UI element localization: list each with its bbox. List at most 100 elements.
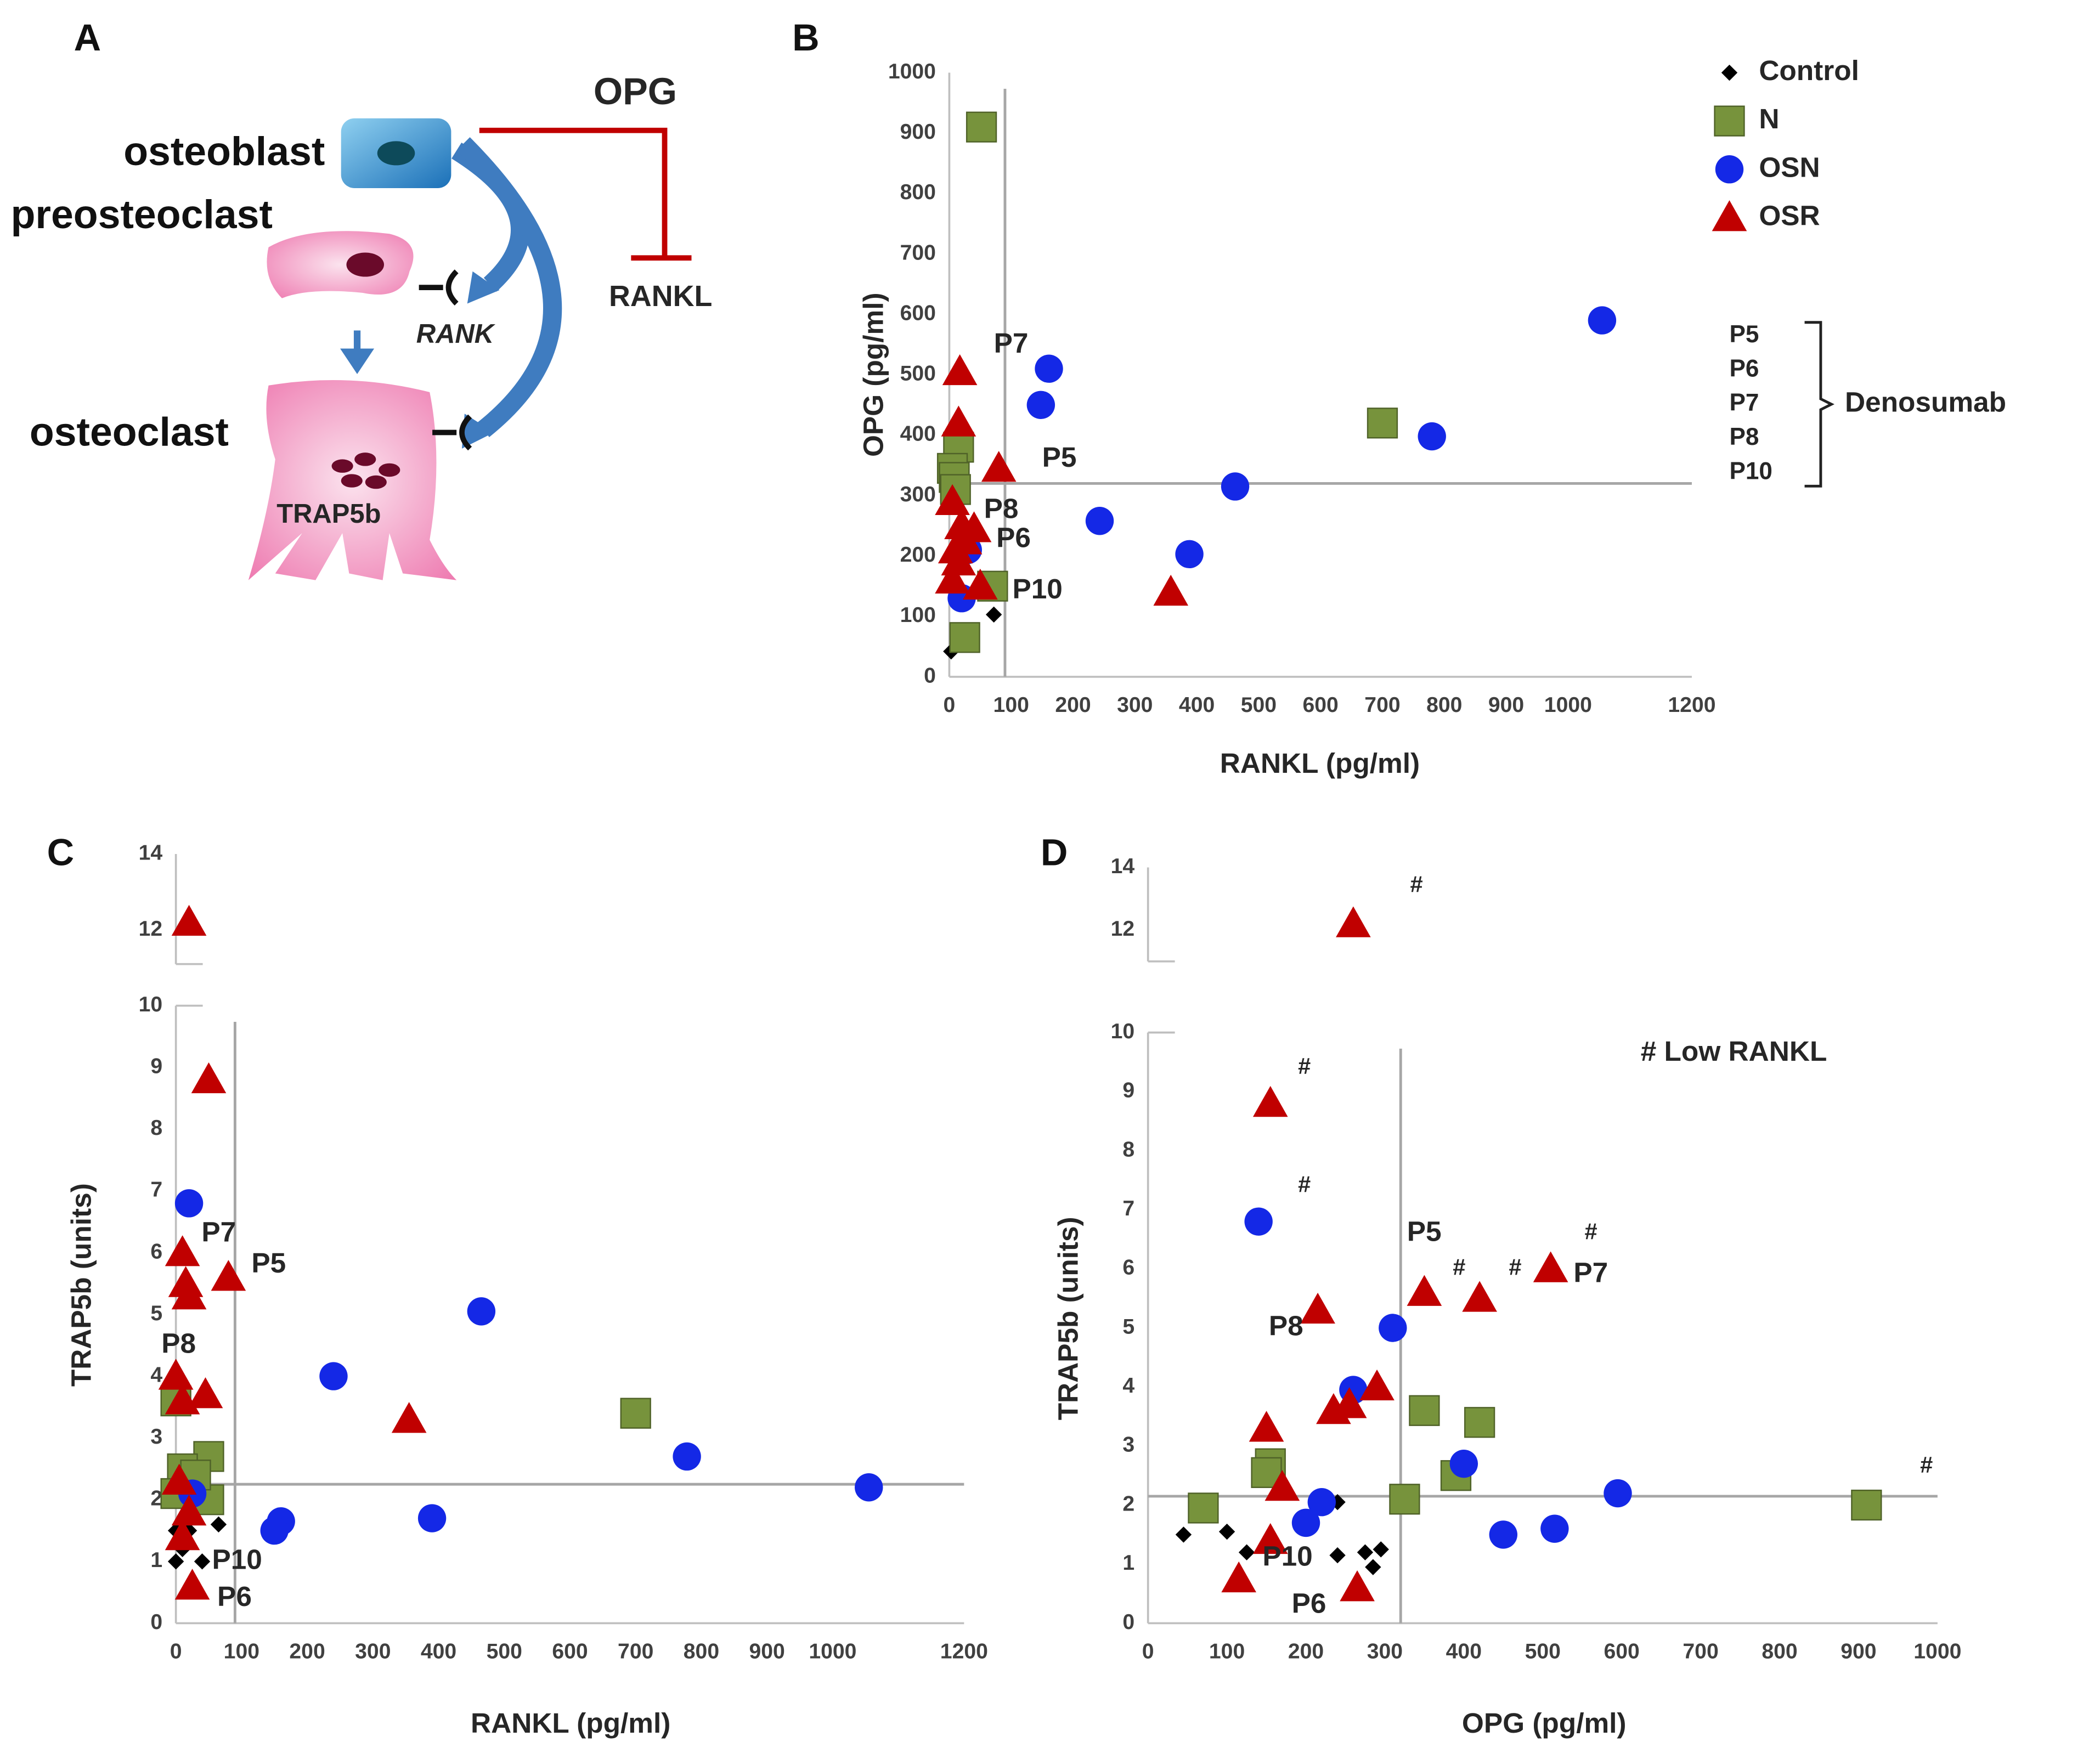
granules xyxy=(331,453,400,489)
point xyxy=(1175,1526,1192,1543)
point xyxy=(1407,1275,1442,1306)
annotation: P5 xyxy=(1407,1215,1442,1247)
y-tick-label: 800 xyxy=(900,180,936,204)
point xyxy=(941,405,976,437)
bracket-label: Denosumab xyxy=(1845,386,2006,418)
point xyxy=(1365,1559,1381,1575)
point xyxy=(1188,1492,1219,1524)
x-tick-label: 100 xyxy=(993,693,1029,717)
y-tick-label: 9 xyxy=(150,1055,162,1078)
point xyxy=(167,1553,184,1570)
point xyxy=(935,562,970,594)
point xyxy=(1218,1523,1235,1540)
point xyxy=(1418,422,1446,451)
y-axis-title: OPG (pg/ml) xyxy=(857,292,889,457)
point xyxy=(1221,1561,1256,1593)
point xyxy=(1389,1484,1420,1515)
rankl-label: RANKL xyxy=(609,280,712,313)
arrow xyxy=(340,330,375,375)
x-axis-title: RANKL (pg/ml) xyxy=(1220,747,1420,779)
x-tick-label: 600 xyxy=(552,1640,588,1664)
x-tick-label: 300 xyxy=(1367,1640,1403,1664)
annotation: P6 xyxy=(996,521,1031,553)
x-tick-label: 500 xyxy=(487,1640,522,1664)
annotation: # xyxy=(1298,1053,1311,1079)
opg-label: OPG xyxy=(594,70,677,112)
point xyxy=(1449,1449,1478,1478)
annotation: P7 xyxy=(201,1216,236,1248)
y-tick-label: 6 xyxy=(1122,1256,1134,1280)
rank-receptor xyxy=(419,269,459,306)
point xyxy=(391,1402,427,1433)
x-tick-label: 1000 xyxy=(809,1640,856,1664)
x-tick-label: 1000 xyxy=(1913,1640,1961,1664)
y-tick-label: 5 xyxy=(1122,1315,1134,1338)
x-axis-title: RANKL (pg/ml) xyxy=(471,1707,670,1739)
y-tick-label: 700 xyxy=(900,241,936,264)
y-tick-label: 500 xyxy=(900,362,936,386)
y-tick-label: 0 xyxy=(924,664,936,687)
x-tick-label: 600 xyxy=(1303,693,1339,717)
annotation: # xyxy=(1298,1172,1311,1197)
y-tick-label: 2 xyxy=(150,1487,162,1511)
point xyxy=(963,568,998,600)
x-tick-label: 0 xyxy=(170,1640,182,1664)
bracket-item: P6 xyxy=(1729,355,1759,382)
y-tick-label: 3 xyxy=(150,1425,162,1449)
y-tick-label: 1 xyxy=(1122,1551,1134,1575)
y-tick-label: 2 xyxy=(1122,1492,1134,1515)
x-tick-label: 900 xyxy=(1488,693,1524,717)
point xyxy=(1715,155,1744,184)
point xyxy=(1712,200,1747,231)
point xyxy=(467,1297,496,1326)
preosteoclast-label: preosteoclast xyxy=(11,192,273,237)
panel-label: B xyxy=(792,16,819,59)
point xyxy=(211,1260,246,1291)
annotation: P8 xyxy=(1269,1310,1303,1342)
point xyxy=(1721,64,1738,81)
point xyxy=(1252,1085,1288,1117)
point xyxy=(1489,1520,1517,1549)
nucleus xyxy=(346,252,385,277)
y-tick-label: 10 xyxy=(1111,1020,1135,1043)
bracket-item: P5 xyxy=(1729,321,1759,348)
annotation: # xyxy=(1509,1254,1521,1280)
x-tick-label: 400 xyxy=(421,1640,456,1664)
diagram: A OPG RANKL osteoblast preosteoclast RAN… xyxy=(11,16,712,580)
y-tick-label: 200 xyxy=(900,543,936,567)
y-tick-label: 6 xyxy=(150,1240,162,1263)
annotation: P8 xyxy=(161,1327,196,1359)
x-tick-label: 1200 xyxy=(1668,693,1715,717)
annotation: # xyxy=(1410,872,1422,897)
inhibition-line xyxy=(479,127,692,261)
y-tick-label: 1000 xyxy=(888,60,936,83)
x-tick-label: 500 xyxy=(1241,693,1277,717)
annotation: P6 xyxy=(1292,1587,1326,1619)
point xyxy=(1357,1544,1374,1560)
y-tick-label: 0 xyxy=(1122,1610,1134,1634)
point xyxy=(1379,1314,1407,1342)
point xyxy=(1336,906,1371,937)
arrow-head xyxy=(467,271,500,304)
point xyxy=(966,111,997,143)
point xyxy=(165,1519,200,1551)
point xyxy=(1329,1547,1346,1564)
bracket-item: P8 xyxy=(1729,423,1759,450)
point xyxy=(1291,1508,1320,1537)
legend-label: OSR xyxy=(1759,199,1820,231)
point xyxy=(161,1463,197,1495)
x-axis-title: OPG (pg/ml) xyxy=(1462,1707,1627,1739)
x-tick-label: 300 xyxy=(1117,693,1153,717)
point xyxy=(171,904,207,936)
y-tick-label: 8 xyxy=(1122,1138,1134,1161)
osteoclast-label: osteoclast xyxy=(30,410,229,455)
rank-receptor xyxy=(432,414,472,451)
x-tick-label: 600 xyxy=(1604,1640,1640,1664)
point xyxy=(1604,1479,1632,1508)
point xyxy=(947,523,983,555)
point xyxy=(1367,408,1398,439)
x-tick-label: 0 xyxy=(944,693,956,717)
y-tick-label: 100 xyxy=(900,603,936,627)
x-tick-label: 200 xyxy=(289,1640,325,1664)
y-axis-title: TRAP5b (units) xyxy=(1052,1217,1083,1420)
